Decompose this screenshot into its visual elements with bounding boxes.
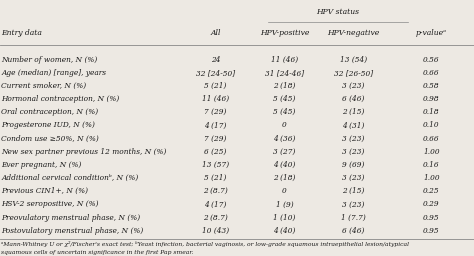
Text: 6 (46): 6 (46) xyxy=(342,227,365,235)
Text: 6 (46): 6 (46) xyxy=(342,95,365,103)
Text: Progesterone IUD, N (%): Progesterone IUD, N (%) xyxy=(1,122,95,130)
Text: 11 (46): 11 (46) xyxy=(271,56,298,64)
Text: 0: 0 xyxy=(282,122,287,130)
Text: 0.16: 0.16 xyxy=(423,161,440,169)
Text: 6 (25): 6 (25) xyxy=(204,148,227,156)
Text: Age (median) [range], years: Age (median) [range], years xyxy=(1,69,107,77)
Text: Previous CIN1+, N (%): Previous CIN1+, N (%) xyxy=(1,187,89,195)
Text: p-valueᵃ: p-valueᵃ xyxy=(416,29,447,37)
Text: Oral contraception, N (%): Oral contraception, N (%) xyxy=(1,108,99,116)
Text: 0.98: 0.98 xyxy=(423,95,440,103)
Text: 5 (45): 5 (45) xyxy=(273,108,296,116)
Text: 2 (8.7): 2 (8.7) xyxy=(203,187,228,195)
Text: 31 [24-46]: 31 [24-46] xyxy=(265,69,304,77)
Text: 13 (57): 13 (57) xyxy=(202,161,229,169)
Text: 3 (23): 3 (23) xyxy=(342,148,365,156)
Text: 0.10: 0.10 xyxy=(423,122,440,130)
Text: HPV-negative: HPV-negative xyxy=(327,29,379,37)
Text: 0.29: 0.29 xyxy=(423,200,440,208)
Text: 5 (21): 5 (21) xyxy=(204,82,227,90)
Text: 4 (31): 4 (31) xyxy=(342,122,365,130)
Text: 1 (7.7): 1 (7.7) xyxy=(341,214,365,222)
Text: Entry data: Entry data xyxy=(1,29,42,37)
Text: 2 (15): 2 (15) xyxy=(342,187,365,195)
Text: 3 (23): 3 (23) xyxy=(342,200,365,208)
Text: 32 [24-50]: 32 [24-50] xyxy=(196,69,235,77)
Text: 5 (45): 5 (45) xyxy=(273,95,296,103)
Text: 3 (23): 3 (23) xyxy=(342,82,365,90)
Text: 0.18: 0.18 xyxy=(423,108,440,116)
Text: Preovulatory menstrual phase, N (%): Preovulatory menstrual phase, N (%) xyxy=(1,214,141,222)
Text: HPV status: HPV status xyxy=(317,7,359,16)
Text: Condom use ≥50%, N (%): Condom use ≥50%, N (%) xyxy=(1,135,99,143)
Text: 0.95: 0.95 xyxy=(423,214,440,222)
Text: 4 (17): 4 (17) xyxy=(204,122,227,130)
Text: 2 (18): 2 (18) xyxy=(273,174,296,182)
Text: 24: 24 xyxy=(211,56,220,64)
Text: 7 (29): 7 (29) xyxy=(204,108,227,116)
Text: squamous cells of uncertain significance in the first Pap smear.: squamous cells of uncertain significance… xyxy=(1,250,194,255)
Text: 2 (15): 2 (15) xyxy=(342,108,365,116)
Text: 7 (29): 7 (29) xyxy=(204,135,227,143)
Text: 1.00: 1.00 xyxy=(423,148,440,156)
Text: 0.58: 0.58 xyxy=(423,82,440,90)
Text: 11 (46): 11 (46) xyxy=(202,95,229,103)
Text: Additional cervical conditionᵇ, N (%): Additional cervical conditionᵇ, N (%) xyxy=(1,174,139,182)
Text: HPV-positive: HPV-positive xyxy=(260,29,309,37)
Text: 4 (40): 4 (40) xyxy=(273,161,296,169)
Text: 1 (9): 1 (9) xyxy=(275,200,293,208)
Text: 10 (43): 10 (43) xyxy=(202,227,229,235)
Text: New sex partner previous 12 months, N (%): New sex partner previous 12 months, N (%… xyxy=(1,148,167,156)
Text: All: All xyxy=(210,29,221,37)
Text: 0.66: 0.66 xyxy=(423,135,440,143)
Text: 0.25: 0.25 xyxy=(423,187,440,195)
Text: ᵃMann-Whitney U or χ²/Fischer's exact test; ᵇYeast infection, bacterial vaginosi: ᵃMann-Whitney U or χ²/Fischer's exact te… xyxy=(1,241,410,247)
Text: Current smoker, N (%): Current smoker, N (%) xyxy=(1,82,87,90)
Text: 0: 0 xyxy=(282,187,287,195)
Text: 9 (69): 9 (69) xyxy=(342,161,365,169)
Text: Hormonal contraception, N (%): Hormonal contraception, N (%) xyxy=(1,95,119,103)
Text: 13 (54): 13 (54) xyxy=(339,56,367,64)
Text: 32 [26-50]: 32 [26-50] xyxy=(334,69,373,77)
Text: 4 (36): 4 (36) xyxy=(273,135,296,143)
Text: 0.56: 0.56 xyxy=(423,56,440,64)
Text: 2 (18): 2 (18) xyxy=(273,82,296,90)
Text: 3 (27): 3 (27) xyxy=(273,148,296,156)
Text: 4 (40): 4 (40) xyxy=(273,227,296,235)
Text: HSV-2 seropositive, N (%): HSV-2 seropositive, N (%) xyxy=(1,200,99,208)
Text: 0.95: 0.95 xyxy=(423,227,440,235)
Text: 3 (23): 3 (23) xyxy=(342,135,365,143)
Text: 0.66: 0.66 xyxy=(423,69,440,77)
Text: Postovulatory menstrual phase, N (%): Postovulatory menstrual phase, N (%) xyxy=(1,227,144,235)
Text: 1.00: 1.00 xyxy=(423,174,440,182)
Text: 3 (23): 3 (23) xyxy=(342,174,365,182)
Text: 2 (8.7): 2 (8.7) xyxy=(203,214,228,222)
Text: Number of women, N (%): Number of women, N (%) xyxy=(1,56,98,64)
Text: 4 (17): 4 (17) xyxy=(204,200,227,208)
Text: Ever pregnant, N (%): Ever pregnant, N (%) xyxy=(1,161,82,169)
Text: 5 (21): 5 (21) xyxy=(204,174,227,182)
Text: 1 (10): 1 (10) xyxy=(273,214,296,222)
